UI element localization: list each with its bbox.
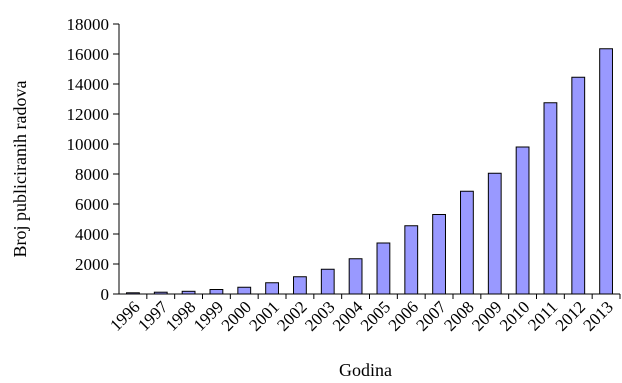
bar — [599, 48, 613, 295]
x-tick-label: 2011 — [524, 297, 561, 334]
bar — [237, 286, 252, 295]
x-axis-title: Godina — [339, 360, 392, 380]
y-tick-label: 18000 — [67, 15, 110, 34]
bar — [515, 146, 530, 295]
y-tick-label: 16000 — [67, 45, 110, 64]
bar — [543, 102, 558, 295]
y-axis-title: Broj publiciranih radova — [10, 81, 30, 258]
bars-group — [126, 48, 613, 295]
y-tick-label: 2000 — [75, 255, 109, 274]
bar — [265, 282, 279, 295]
bar — [376, 242, 391, 295]
y-tick-label: 4000 — [75, 225, 109, 244]
y-tick-label: 8000 — [75, 165, 109, 184]
bar — [320, 268, 335, 295]
bar — [432, 214, 446, 295]
bar — [293, 276, 307, 295]
y-tick-label: 14000 — [67, 75, 110, 94]
bar — [209, 289, 224, 295]
y-axis-ticks: 0 2000 4000 6000 8000 10000 12000 14000 16000 180… — [67, 15, 119, 304]
bar — [404, 225, 419, 295]
y-tick-label: 12000 — [67, 105, 110, 124]
x-axis-ticks: 1996199719981999200020012002200320042005… — [106, 294, 621, 335]
y-tick-label: 6000 — [75, 195, 109, 214]
bar — [487, 172, 502, 295]
x-tick-label: 2013 — [579, 297, 616, 334]
bar — [460, 190, 474, 295]
y-tick-label: 0 — [101, 285, 110, 304]
bar — [571, 76, 586, 295]
bar — [348, 258, 363, 295]
y-tick-label: 10000 — [67, 135, 110, 154]
